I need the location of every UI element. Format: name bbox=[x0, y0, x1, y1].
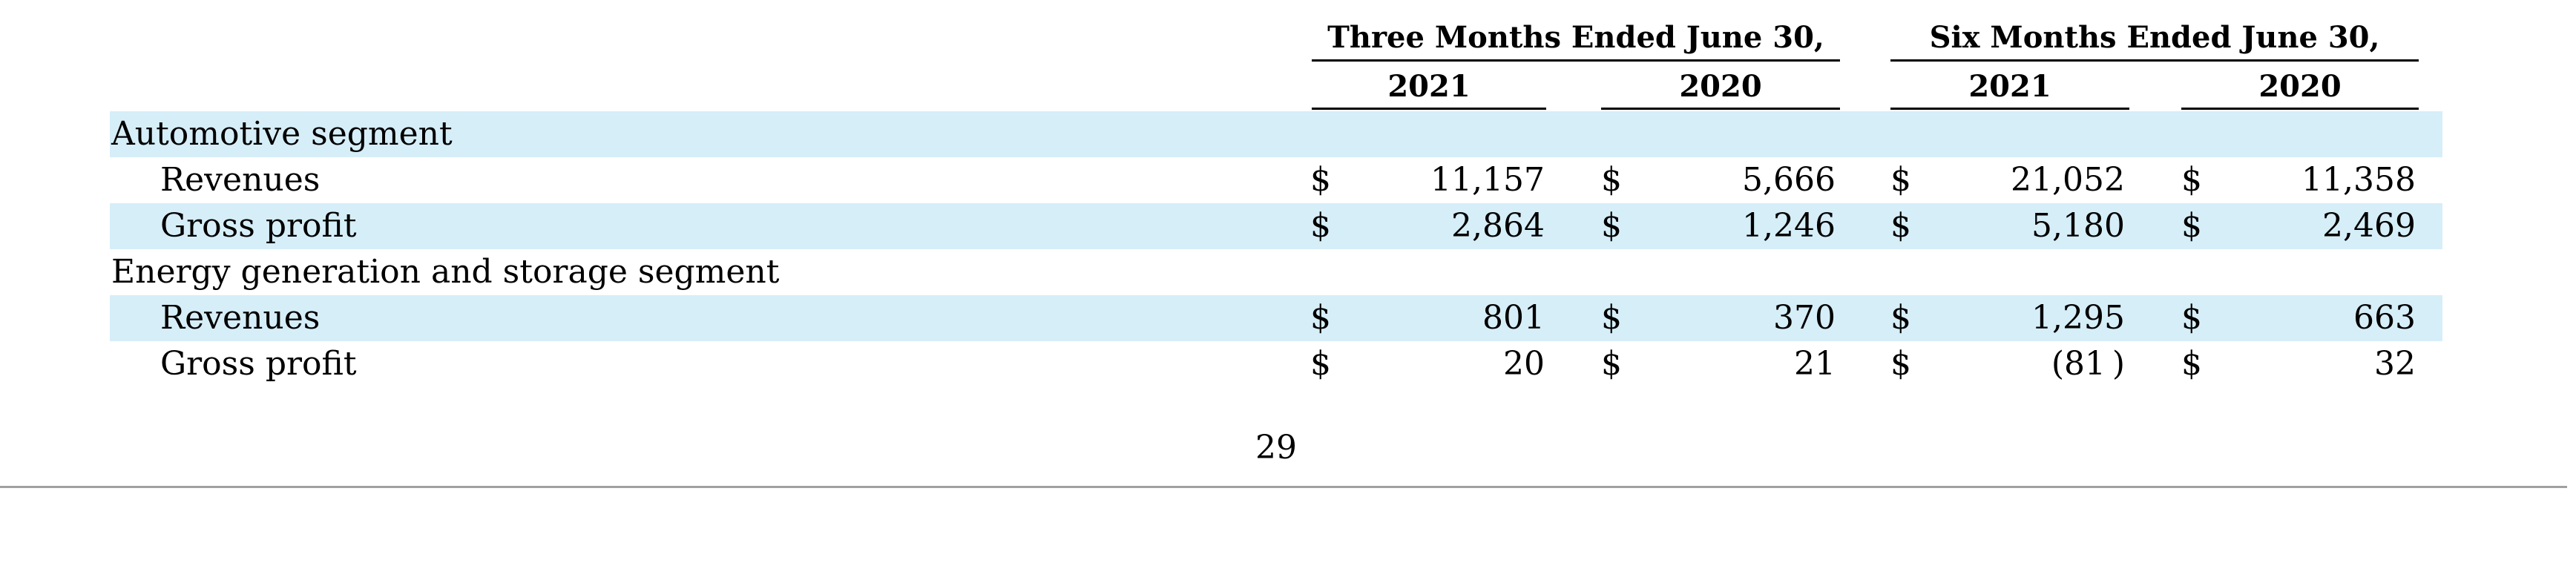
currency-symbol: $ bbox=[1310, 299, 1331, 337]
value-q-2021: 20 bbox=[1503, 345, 1545, 383]
value-q-2020: 370 bbox=[1773, 299, 1836, 337]
row-label: Energy generation and storage segment bbox=[111, 253, 780, 291]
year-header-h-2020: 2020 bbox=[2258, 69, 2342, 104]
value-h-2021: (81 ) bbox=[2051, 345, 2125, 383]
header-three-months-underline bbox=[1312, 59, 1840, 62]
header-six-months-underline bbox=[1890, 59, 2419, 62]
value-h-2021: 1,295 bbox=[2031, 299, 2125, 337]
row-label: Gross profit bbox=[160, 207, 357, 245]
currency-symbol: $ bbox=[2181, 161, 2202, 199]
row-label: Gross profit bbox=[160, 345, 357, 383]
year-underline-q-2021 bbox=[1312, 108, 1546, 110]
table-row: Energy generation and storage segment bbox=[110, 249, 2442, 295]
year-underline-q-2020 bbox=[1601, 108, 1840, 110]
table-row: Revenues $801 $370 $1,295 $663 bbox=[110, 295, 2442, 341]
year-header-h-2021: 2021 bbox=[1968, 69, 2051, 104]
value-h-2020: 32 bbox=[2374, 345, 2416, 383]
currency-symbol: $ bbox=[1890, 345, 1911, 383]
value-h-2020: 2,469 bbox=[2322, 207, 2416, 245]
value-q-2021: 2,864 bbox=[1451, 207, 1545, 245]
currency-symbol: $ bbox=[1890, 161, 1911, 199]
currency-symbol: $ bbox=[1601, 345, 1622, 383]
currency-symbol: $ bbox=[1890, 299, 1911, 337]
currency-symbol: $ bbox=[2181, 299, 2202, 337]
currency-symbol: $ bbox=[1601, 207, 1622, 245]
row-label: Revenues bbox=[160, 299, 321, 337]
value-h-2020: 663 bbox=[2353, 299, 2416, 337]
table-row: Automotive segment bbox=[110, 111, 2442, 157]
year-header-q-2020: 2020 bbox=[1679, 69, 1762, 104]
currency-symbol: $ bbox=[1310, 207, 1331, 245]
row-label: Revenues bbox=[160, 161, 321, 199]
page-number: 29 bbox=[1255, 429, 1297, 467]
value-h-2021: 21,052 bbox=[2011, 161, 2125, 199]
currency-symbol: $ bbox=[1310, 345, 1331, 383]
currency-symbol: $ bbox=[1890, 207, 1911, 245]
value-q-2020: 5,666 bbox=[1742, 161, 1836, 199]
value-q-2020: 21 bbox=[1794, 345, 1836, 383]
value-q-2020: 1,246 bbox=[1742, 207, 1836, 245]
value-q-2021: 11,157 bbox=[1430, 161, 1545, 199]
year-header-q-2021: 2021 bbox=[1387, 69, 1471, 104]
year-underline-h-2020 bbox=[2181, 108, 2419, 110]
currency-symbol: $ bbox=[2181, 345, 2202, 383]
table-row: Revenues $11,157 $5,666 $21,052 $11,358 bbox=[110, 157, 2442, 203]
currency-symbol: $ bbox=[1601, 299, 1622, 337]
value-q-2021: 801 bbox=[1482, 299, 1545, 337]
year-underline-h-2021 bbox=[1890, 108, 2129, 110]
value-h-2020: 11,358 bbox=[2301, 161, 2416, 199]
header-three-months: Three Months Ended June 30, bbox=[1327, 20, 1824, 55]
row-label: Automotive segment bbox=[111, 115, 453, 153]
table-row: Gross profit $2,864 $1,246 $5,180 $2,469 bbox=[110, 203, 2442, 249]
value-h-2021: 5,180 bbox=[2031, 207, 2125, 245]
currency-symbol: $ bbox=[1310, 161, 1331, 199]
page-divider bbox=[0, 486, 2567, 488]
currency-symbol: $ bbox=[2181, 207, 2202, 245]
currency-symbol: $ bbox=[1601, 161, 1622, 199]
table-row: Gross profit $20 $21 $ (81 ) $32 bbox=[110, 341, 2442, 387]
header-six-months: Six Months Ended June 30, bbox=[1929, 20, 2380, 55]
